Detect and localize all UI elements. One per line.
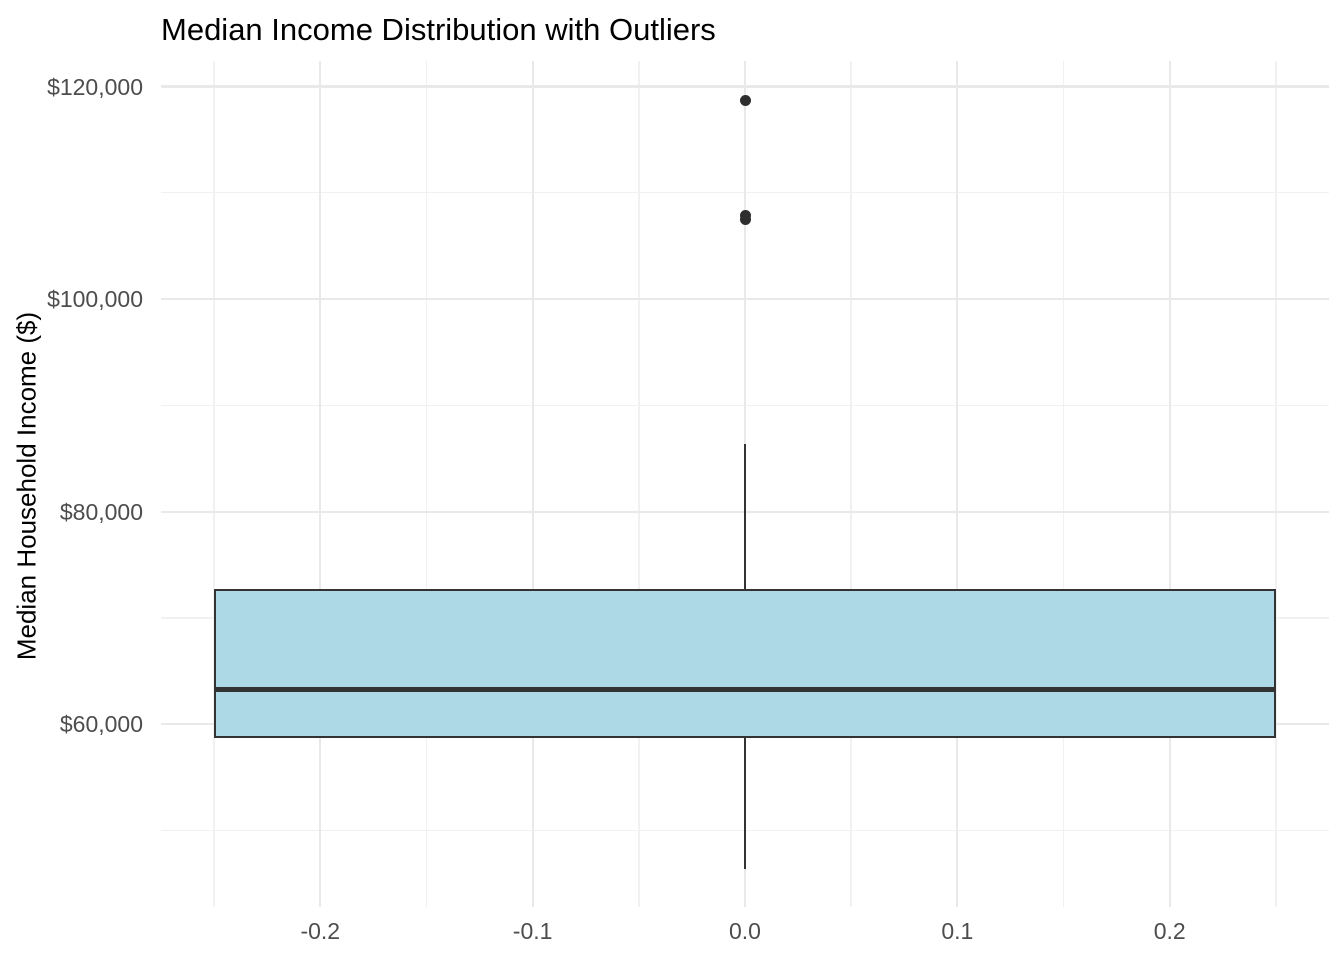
gridline-minor-x bbox=[213, 61, 215, 907]
x-tick-label: 0.1 bbox=[941, 918, 974, 944]
y-tick-label: $60,000 bbox=[59, 711, 143, 738]
gridline-major-x bbox=[956, 61, 959, 907]
outlier-point bbox=[739, 213, 751, 225]
gridline-major-x bbox=[319, 61, 322, 907]
boxplot-whisker-upper bbox=[743, 443, 747, 590]
y-tick-label: $100,000 bbox=[47, 286, 143, 313]
x-tick-label: 0.2 bbox=[1153, 918, 1186, 944]
gridline-major-y bbox=[161, 297, 1329, 301]
gridline-major-x bbox=[531, 61, 534, 907]
boxplot-median-line bbox=[214, 686, 1276, 692]
gridline-minor-x bbox=[1062, 61, 1065, 907]
x-tick-label: 0.0 bbox=[729, 918, 761, 944]
gridline-major-x bbox=[1168, 61, 1171, 907]
x-tick-label: -0.2 bbox=[300, 918, 341, 944]
y-tick-label: $120,000 bbox=[47, 73, 143, 100]
boxplot-box bbox=[214, 589, 1276, 738]
gridline-minor-x bbox=[850, 61, 852, 907]
outlier-point bbox=[739, 94, 751, 106]
x-tick-label: -0.1 bbox=[512, 918, 553, 944]
gridline-major-y bbox=[161, 85, 1329, 88]
y-axis-title: Median Household Income ($) bbox=[11, 311, 42, 661]
gridline-minor-x bbox=[1275, 61, 1277, 907]
boxplot-whisker-lower bbox=[743, 738, 747, 869]
chart-title: Median Income Distribution with Outliers bbox=[161, 12, 716, 47]
gridline-minor-x bbox=[425, 61, 428, 907]
y-tick-label: $80,000 bbox=[59, 498, 143, 525]
gridline-minor-x bbox=[638, 61, 640, 907]
